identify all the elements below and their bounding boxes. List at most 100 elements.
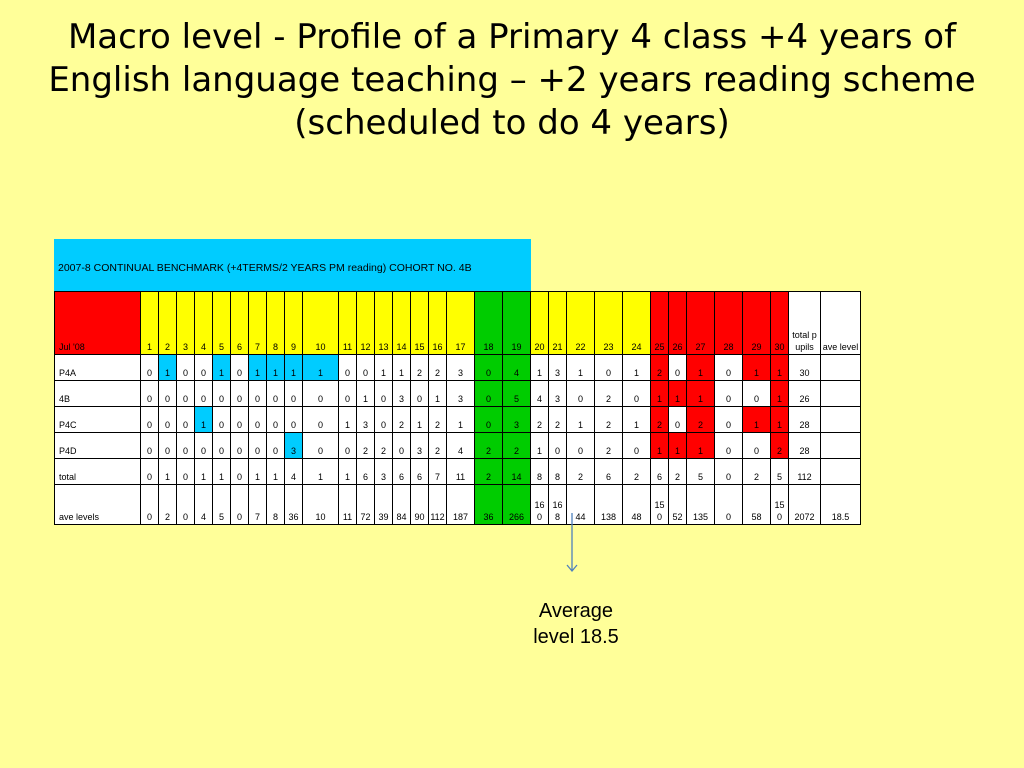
table-cell: 160 bbox=[530, 484, 549, 525]
table-cell: 0 bbox=[230, 484, 249, 525]
table-cell: 0 bbox=[176, 406, 195, 433]
table-cell: 1 bbox=[284, 354, 303, 381]
table-row: P4A 0 1 0 0 1 0 1 1 1 1 0 0 1 1 2 2 3 0 4 1 3 1 0 1 2 0 1 0 1 1 30 bbox=[54, 354, 861, 381]
level-header: 1 bbox=[140, 291, 159, 355]
table-row: 4B 0 0 0 0 0 0 0 0 0 0 0 1 0 3 0 1 3 0 5 4 3 0 2 0 1 1 1 0 0 1 26 bbox=[54, 380, 861, 407]
level-header: 21 bbox=[548, 291, 567, 355]
table-cell: 0 bbox=[566, 432, 595, 459]
table-cell: 6 bbox=[650, 458, 669, 485]
table-cell: 0 bbox=[266, 406, 285, 433]
table-cell: 0 bbox=[742, 380, 771, 407]
table-cell: 0 bbox=[714, 380, 743, 407]
table-cell: 52 bbox=[668, 484, 687, 525]
level-header: 25 bbox=[650, 291, 669, 355]
table-cell: 0 bbox=[302, 432, 339, 459]
table-cell: 72 bbox=[356, 484, 375, 525]
level-header: 8 bbox=[266, 291, 285, 355]
table-cell: 1 bbox=[530, 432, 549, 459]
table-cell: 0 bbox=[714, 406, 743, 433]
table-cell: 0 bbox=[302, 406, 339, 433]
level-header: 2 bbox=[158, 291, 177, 355]
table-cell: 7 bbox=[428, 458, 447, 485]
table-cell: 1 bbox=[770, 406, 789, 433]
row-total: 26 bbox=[788, 380, 821, 407]
table-cell: 0 bbox=[284, 406, 303, 433]
table-header-row: Jul '08 1 2 3 4 5 6 7 8 9 10 11 12 13 14 15 16 17 18 19 20 21… bbox=[54, 291, 861, 355]
table-cell: 0 bbox=[338, 432, 357, 459]
table-cell: 44 bbox=[566, 484, 595, 525]
table-cell: 3 bbox=[392, 380, 411, 407]
table-cell: 1 bbox=[266, 458, 285, 485]
table-cell: 1 bbox=[770, 380, 789, 407]
table-cell: 1 bbox=[742, 406, 771, 433]
table-cell: 7 bbox=[248, 484, 267, 525]
table-cell: 5 bbox=[770, 458, 789, 485]
table-cell: 6 bbox=[392, 458, 411, 485]
level-header: 20 bbox=[530, 291, 549, 355]
table-cell: 3 bbox=[374, 458, 393, 485]
table-cell: 0 bbox=[474, 380, 503, 407]
table-cell: 135 bbox=[686, 484, 715, 525]
table-cell: 2 bbox=[622, 458, 651, 485]
table-cell: 150 bbox=[770, 484, 789, 525]
table-cell: 1 bbox=[742, 354, 771, 381]
average-caption-line2: level 18.5 bbox=[533, 626, 619, 648]
corner-label: Jul '08 bbox=[54, 291, 141, 355]
table-cell: 0 bbox=[392, 432, 411, 459]
table-cell: 1 bbox=[338, 458, 357, 485]
table-cell: 1 bbox=[158, 458, 177, 485]
row-ave-level bbox=[820, 354, 861, 381]
table-cell: 1 bbox=[566, 354, 595, 381]
table-cell: 2 bbox=[502, 432, 531, 459]
level-header: 6 bbox=[230, 291, 249, 355]
level-header: 17 bbox=[446, 291, 475, 355]
row-label: ave levels bbox=[54, 484, 141, 525]
table-cell: 2 bbox=[594, 380, 623, 407]
table-cell: 0 bbox=[230, 354, 249, 381]
table-cell: 1 bbox=[338, 406, 357, 433]
table-cell: 1 bbox=[194, 458, 213, 485]
table-cell: 0 bbox=[668, 406, 687, 433]
table-cell: 0 bbox=[374, 380, 393, 407]
table-cell: 1 bbox=[302, 354, 339, 381]
table-cell: 0 bbox=[284, 380, 303, 407]
table-cell: 2 bbox=[742, 458, 771, 485]
table-cell: 1 bbox=[530, 354, 549, 381]
level-header: 13 bbox=[374, 291, 393, 355]
table-cell: 168 bbox=[548, 484, 567, 525]
level-header: 29 bbox=[742, 291, 771, 355]
table-cell: 2 bbox=[668, 458, 687, 485]
table-cell: 0 bbox=[622, 380, 651, 407]
slide-title: Macro level - Profile of a Primary 4 cla… bbox=[48, 17, 976, 144]
level-header: 3 bbox=[176, 291, 195, 355]
row-total: 30 bbox=[788, 354, 821, 381]
level-header: 23 bbox=[594, 291, 623, 355]
table-cell: 1 bbox=[212, 458, 231, 485]
table-cell: 1 bbox=[650, 380, 669, 407]
table-row: total 0 1 0 1 1 0 1 1 4 1 1 6 3 6 6 7 11 2 14 8 8 2 6 2 6 2 5 0 2 5 112 bbox=[54, 458, 861, 485]
level-header: 30 bbox=[770, 291, 789, 355]
row-ave-level bbox=[820, 406, 861, 433]
table-cell: 1 bbox=[668, 432, 687, 459]
table-cell: 1 bbox=[668, 380, 687, 407]
table-cell: 36 bbox=[284, 484, 303, 525]
table-cell: 2 bbox=[650, 354, 669, 381]
table-cell: 84 bbox=[392, 484, 411, 525]
table-cell: 0 bbox=[714, 354, 743, 381]
table-cell: 0 bbox=[194, 380, 213, 407]
table-cell: 0 bbox=[374, 406, 393, 433]
table-cell: 0 bbox=[248, 432, 267, 459]
level-header: 11 bbox=[338, 291, 357, 355]
row-total: 2072 bbox=[788, 484, 821, 525]
table-cell: 2 bbox=[650, 406, 669, 433]
table-cell: 0 bbox=[548, 432, 567, 459]
table-cell: 0 bbox=[194, 354, 213, 381]
table-cell: 3 bbox=[548, 380, 567, 407]
table-cell: 0 bbox=[668, 354, 687, 381]
table-cell: 3 bbox=[410, 432, 429, 459]
table-cell: 0 bbox=[212, 406, 231, 433]
table-cell: 0 bbox=[158, 406, 177, 433]
table-cell: 0 bbox=[266, 380, 285, 407]
table-cell: 11 bbox=[338, 484, 357, 525]
table-cell: 0 bbox=[176, 484, 195, 525]
